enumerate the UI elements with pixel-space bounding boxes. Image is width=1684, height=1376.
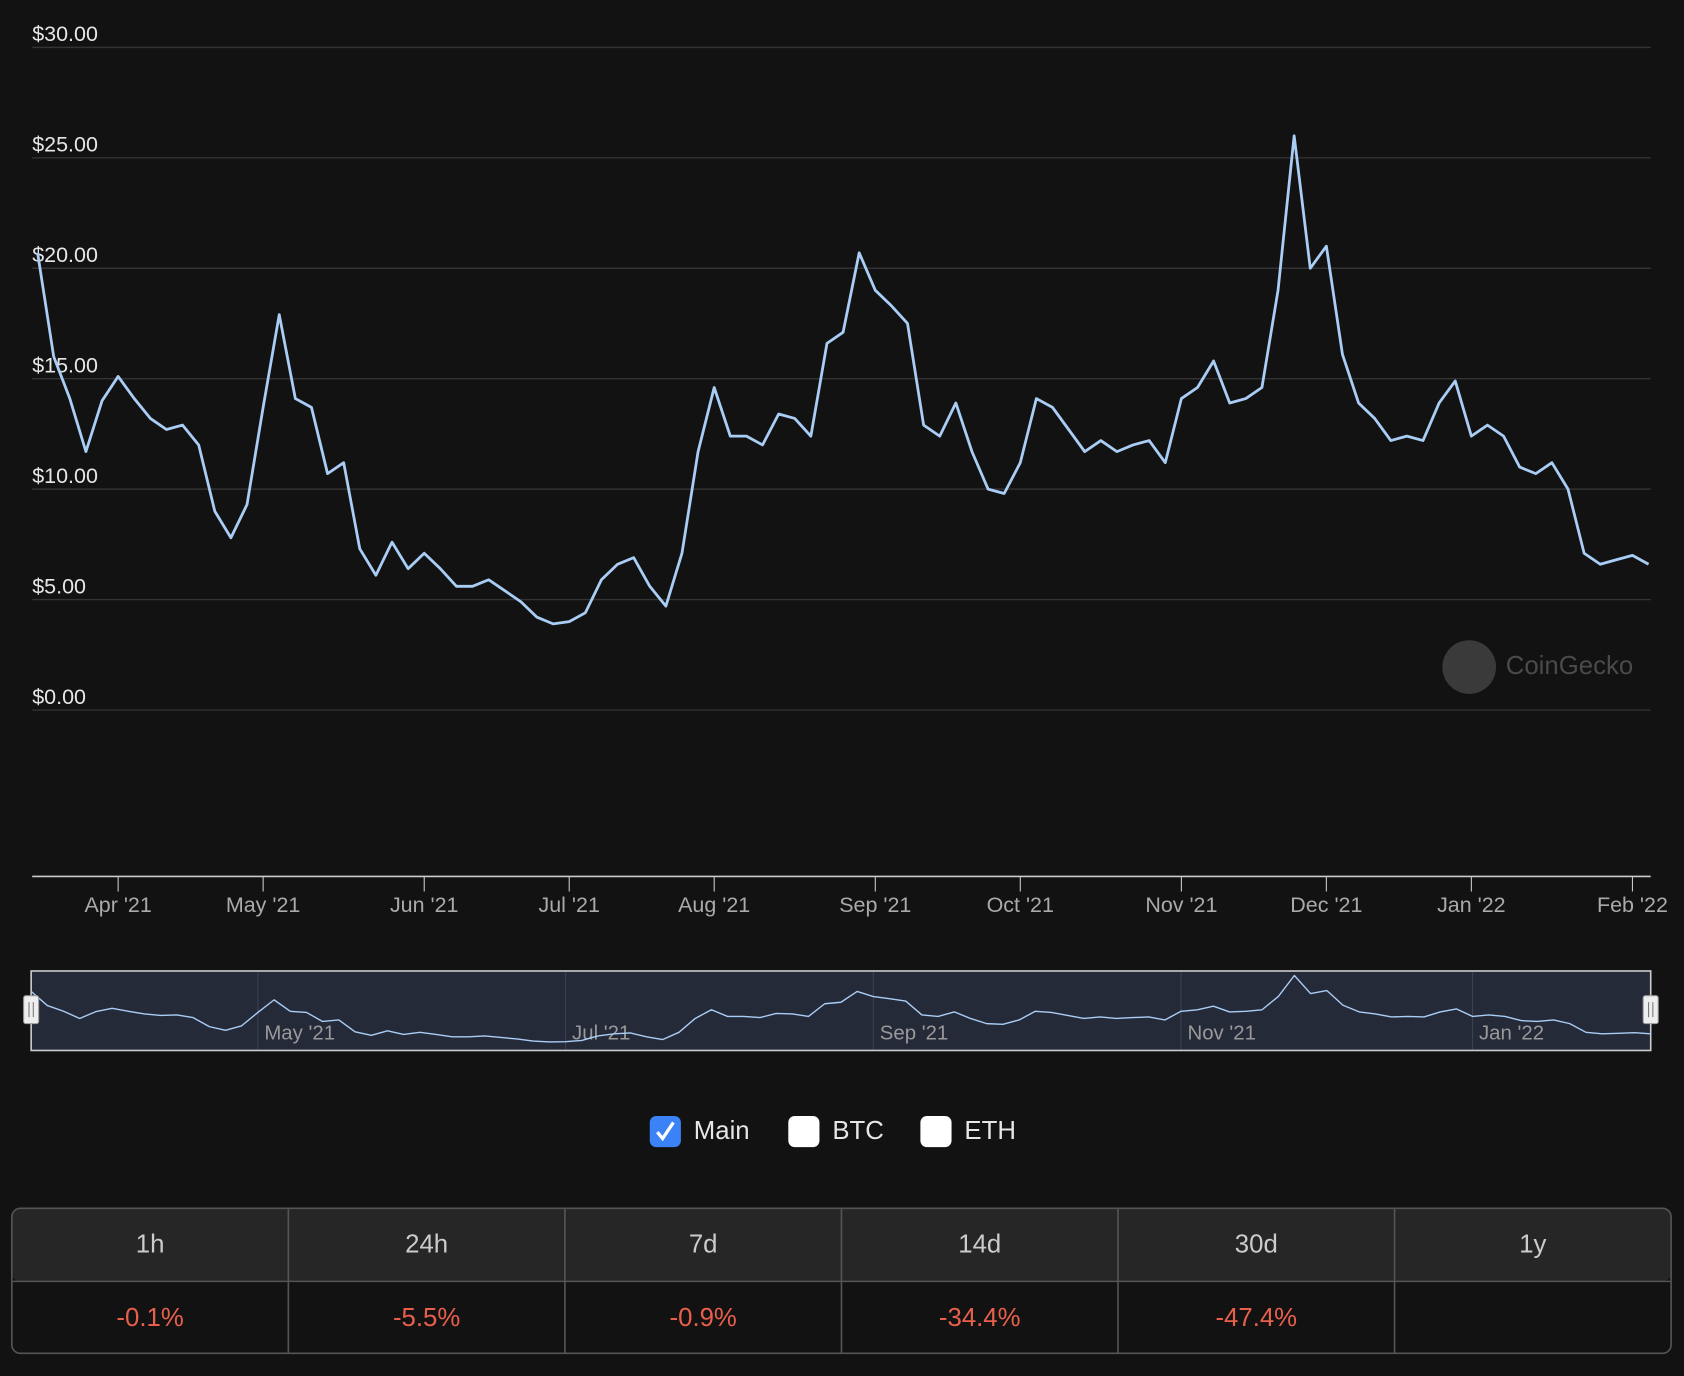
x-tick-label: Aug '21 <box>678 893 750 917</box>
legend-label[interactable]: Main <box>694 1117 750 1145</box>
navigator-line <box>30 974 1651 1043</box>
y-tick-label: $5.00 <box>32 574 86 598</box>
table-header: 14d <box>958 1231 1001 1259</box>
legend-checkbox[interactable] <box>649 1115 681 1148</box>
navigator-label: Sep '21 <box>880 1023 949 1045</box>
table-value: -5.5% <box>393 1304 460 1332</box>
table-value: -0.1% <box>116 1304 183 1332</box>
legend-label[interactable]: BTC <box>832 1117 884 1145</box>
x-tick-label: Oct '21 <box>987 893 1054 917</box>
table-header: 24h <box>405 1231 448 1259</box>
table-value: -34.4% <box>939 1304 1021 1332</box>
navigator-label: Nov '21 <box>1187 1023 1256 1045</box>
y-tick-label: $20.00 <box>32 243 98 267</box>
y-tick-label: $10.00 <box>32 464 98 488</box>
navigator <box>30 970 1652 1052</box>
x-tick-label: Dec '21 <box>1290 893 1362 917</box>
table-header: 30d <box>1235 1231 1278 1259</box>
x-tick-label: Jun '21 <box>390 893 459 917</box>
table-value: -47.4% <box>1215 1304 1297 1332</box>
legend-checkbox[interactable] <box>788 1115 820 1148</box>
navigator-handle[interactable] <box>23 995 40 1025</box>
y-tick-label: $0.00 <box>32 685 86 709</box>
x-tick-label: May '21 <box>226 893 301 917</box>
navigator-label: May '21 <box>264 1023 335 1045</box>
table-header: 7d <box>689 1231 718 1259</box>
x-tick-label: Feb '22 <box>1597 893 1668 917</box>
y-tick-label: $15.00 <box>32 354 98 378</box>
x-tick-label: Jan '22 <box>1437 893 1506 917</box>
watermark: CoinGecko <box>1506 652 1633 680</box>
navigator-handle[interactable] <box>1642 995 1659 1025</box>
checkmark <box>656 1121 675 1142</box>
legend-label[interactable]: ETH <box>964 1117 1016 1145</box>
table-value: -0.9% <box>670 1304 737 1332</box>
y-tick-label: $25.00 <box>32 133 98 157</box>
watermark-logo <box>1442 640 1497 694</box>
y-tick-label: $30.00 <box>32 22 98 46</box>
legend-checkbox[interactable] <box>920 1115 952 1148</box>
table-header: 1y <box>1519 1231 1546 1259</box>
x-tick-label: Apr '21 <box>84 893 151 917</box>
table-header: 1h <box>136 1231 165 1259</box>
price-line <box>36 134 1650 626</box>
x-tick-label: Sep '21 <box>839 893 911 917</box>
navigator-label: Jan '22 <box>1479 1023 1544 1045</box>
x-tick-label: Nov '21 <box>1145 893 1217 917</box>
x-tick-label: Jul '21 <box>539 893 600 917</box>
